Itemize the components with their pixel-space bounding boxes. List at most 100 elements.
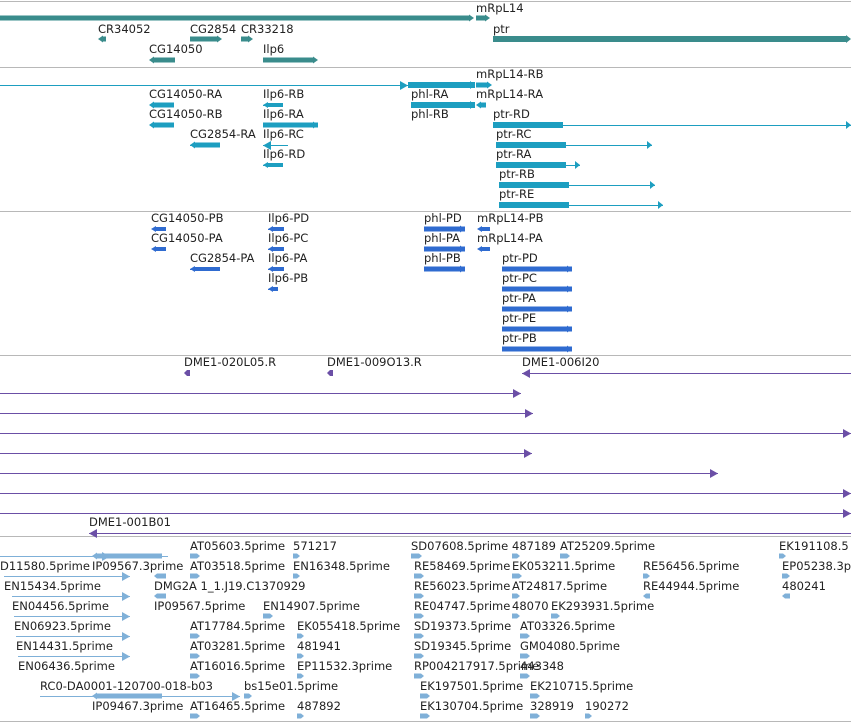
protein-feature-4-arrow	[151, 246, 156, 252]
protein-feature-14-label: ptr-PA	[502, 291, 536, 305]
est-feature-6-label: D11580.5prime	[0, 559, 90, 573]
gene-feature-4-label: ptr	[493, 22, 510, 36]
est-feature-42-label: bs15e01.5prime	[244, 679, 338, 693]
gene-feature-5-bar	[153, 57, 175, 63]
protein-feature-14-exon	[502, 306, 572, 312]
est-feature-48-glyph	[420, 713, 430, 719]
est-feature-37-label: AT16016.5prime	[190, 659, 285, 673]
est-feature-25-glyph	[551, 613, 560, 619]
transcript-feature-9-exon	[493, 122, 563, 128]
protein-feature-5-exon	[272, 247, 284, 251]
est-feature-47-glyph	[297, 713, 304, 719]
est-feature-50-label: 190272	[585, 699, 629, 713]
clone-feature-6-arrow	[524, 449, 532, 458]
transcript-feature-14-label: ptr-RA	[496, 147, 531, 161]
transcript-feature-3-exon	[267, 103, 283, 107]
transcript-feature-16-label: ptr-RE	[499, 187, 534, 201]
protein-feature-8-arrow	[190, 266, 195, 272]
protein-feature-11-arrow	[567, 265, 572, 273]
transcript-feature-14-exon	[496, 162, 566, 168]
est-feature-3-glyph	[512, 553, 520, 559]
est-feature-39-glyph	[414, 673, 424, 679]
transcript-feature-3-label: Ilp6-RB	[263, 87, 304, 101]
est-feature-18-glyph	[643, 593, 650, 599]
est-feature-38-label: EP11532.3prime	[297, 659, 392, 673]
protein-feature-3-label: mRpL14-PB	[477, 211, 544, 225]
gene-feature-6-arrow	[313, 56, 318, 64]
transcript-feature-10-arrow	[190, 141, 195, 149]
est-feature-35-label: GM04080.5prime	[520, 639, 620, 653]
transcript-feature-15-arrow	[650, 181, 655, 189]
est-feature-42-glyph	[244, 693, 252, 699]
est-feature-36-arrow	[122, 652, 130, 661]
transcript-feature-9-arrow	[846, 121, 851, 129]
est-feature-0-label: AT05603.5prime	[190, 539, 285, 553]
est-feature-27-glyph	[190, 633, 200, 639]
est-feature-49-glyph	[530, 713, 540, 719]
protein-feature-16-exon	[502, 346, 572, 352]
transcript-feature-7-label: Ilp6-RA	[263, 107, 304, 121]
transcript-feature-9-label: ptr-RD	[493, 107, 530, 121]
transcript-feature-4-exon	[408, 82, 475, 88]
transcript-feature-1-arrow	[487, 81, 492, 89]
est-feature-33-label: 481941	[297, 639, 341, 653]
protein-feature-1-exon	[272, 227, 284, 231]
est-feature-32-label: AT03281.5prime	[190, 639, 285, 653]
est-feature-20-arrow	[122, 592, 130, 601]
gene-feature-4-arrow	[846, 35, 851, 43]
est-feature-41-label: RC0-DA0001-120700-018-b03	[40, 679, 213, 693]
protein-feature-4-bar	[155, 247, 166, 251]
est-feature-24-label: 48070	[512, 599, 549, 613]
protein-feature-7-arrow	[477, 246, 482, 252]
est-feature-16-label: RE56023.5prime	[414, 579, 510, 593]
gene-feature-2-arrow	[217, 35, 222, 43]
est-feature-10-glyph	[414, 573, 424, 579]
protein-feature-12-exon	[272, 287, 278, 291]
protein-feature-10-label: phl-PB	[424, 251, 461, 265]
gene-feature-0-arrow	[469, 14, 474, 22]
transcript-feature-13-arrow	[263, 162, 268, 168]
clone-feature-2-label: DME1-006I20	[522, 355, 600, 369]
est-feature-22-glyph	[263, 613, 273, 619]
est-feature-17-glyph	[512, 593, 520, 599]
protein-feature-13-exon	[502, 286, 572, 292]
est-feature-8-label: AT03518.5prime	[190, 559, 285, 573]
est-feature-45-label: IP09467.3prime	[92, 699, 183, 713]
transcript-feature-5-arrow	[476, 101, 481, 109]
protein-feature-10-exon	[424, 266, 465, 272]
gene-feature-1-bar	[102, 36, 106, 42]
gene-feature-6-label: Ilp6	[263, 42, 284, 56]
transcript-feature-16-arrow	[658, 201, 663, 209]
clone-feature-2-arrow	[522, 369, 530, 378]
est-feature-1-label: 571217	[293, 539, 337, 553]
est-feature-11-label: EK053211.5prime	[512, 559, 615, 573]
clone-feature-1-glyph	[327, 370, 333, 376]
est-feature-14-label: EN15434.5prime	[4, 579, 101, 593]
transcript-feature-3-arrow	[263, 102, 268, 108]
protein-feature-10-arrow	[460, 265, 465, 273]
est-feature-25-label: EK293931.5prime	[551, 599, 654, 613]
gene-feature-3-arrow	[248, 35, 253, 43]
est-feature-26-label: EN06923.5prime	[14, 619, 111, 633]
gene-feature-2-label: CG2854	[190, 22, 236, 36]
transcript-feature-7-arrow	[313, 121, 318, 129]
est-feature-38-glyph	[297, 673, 304, 679]
protein-feature-15-label: ptr-PE	[502, 311, 536, 325]
transcript-feature-1-label: mRpL14-RB	[476, 67, 544, 81]
est-feature-13-glyph	[782, 573, 790, 579]
clone-feature-5-arrow	[843, 429, 851, 438]
est-feature-3-label: 487189	[512, 539, 556, 553]
est-feature-45-exon	[96, 693, 162, 699]
est-feature-34-label: SD19345.5prime	[414, 639, 511, 653]
protein-feature-2-arrow	[460, 225, 465, 233]
transcript-feature-2-arrow	[149, 101, 154, 109]
transcript-feature-6-bar	[153, 122, 174, 128]
gene-feature-5-label: CG14050	[149, 42, 203, 56]
est-feature-30-label: AT03326.5prime	[520, 619, 615, 633]
transcript-feature-10-exon	[194, 142, 220, 148]
est-feature-12-label: RE56456.5prime	[643, 559, 739, 573]
protein-feature-8-label: CG2854-PA	[190, 251, 255, 265]
protein-feature-3-bar	[481, 227, 490, 231]
transcript-feature-14-arrow	[575, 161, 580, 169]
protein-feature-5-label: Ilp6-PC	[268, 231, 308, 245]
